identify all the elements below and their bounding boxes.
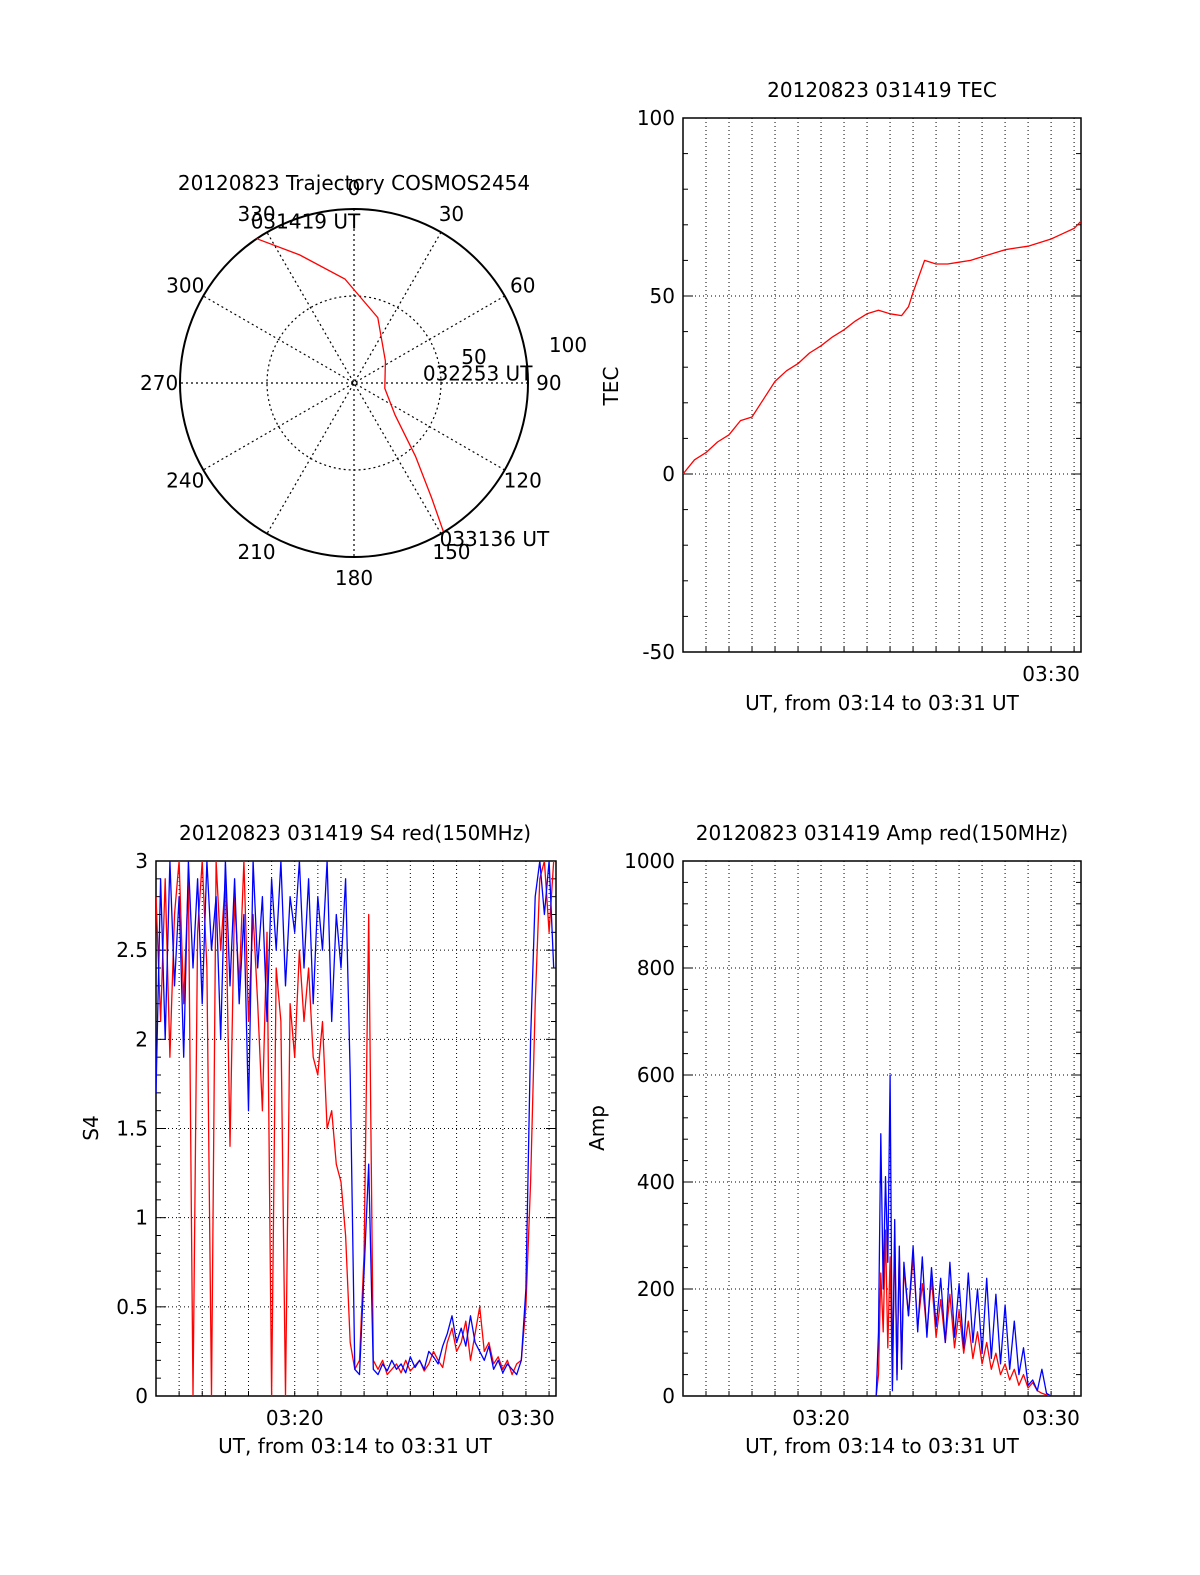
polar-angle-label: 120 (504, 468, 542, 492)
tec-ytick-label: -50 (642, 640, 675, 664)
polar-grid (179, 208, 529, 558)
s4-panel: 20120823 031419 S4 red(150MHz) UT, from … (79, 821, 557, 1458)
s4-ytick-label: 2 (135, 1027, 148, 1051)
polar-spoke (266, 232, 442, 534)
amp-xtick-label: 03:20 (792, 1406, 850, 1430)
s4-ylabel: S4 (79, 1115, 103, 1140)
tec-ylabel: TEC (599, 367, 623, 407)
polar-time-annotation: 031419 UT (251, 210, 361, 234)
amp-ylabel: Amp (585, 1105, 609, 1151)
polar-angle-label: 300 (166, 274, 204, 298)
s4-series-group (156, 861, 555, 1396)
polar-angle-label: 60 (510, 274, 535, 298)
polar-trajectory-panel: 20120823 Trajectory COSMOS2454 0 30 60 90 12… (140, 171, 587, 590)
amp-ytick-label: 0 (662, 1384, 675, 1408)
amp-series-line-2 (683, 1074, 1081, 1396)
s4-series-line-2 (156, 861, 555, 1376)
polar-time-annotation: 032253 UT (423, 361, 533, 385)
amp-panel: 20120823 031419 Amp red(150MHz) UT, from… (585, 821, 1082, 1458)
amp-ytick-label: 400 (637, 1170, 675, 1194)
polar-angle-label: 0 (348, 176, 361, 200)
polar-time-annotation: 033136 UT (440, 527, 550, 551)
s4-xlabel: UT, from 03:14 to 03:31 UT (218, 1434, 493, 1458)
polar-title: 20120823 Trajectory COSMOS2454 (178, 171, 530, 195)
amp-ytick-label: 1000 (624, 849, 675, 873)
amp-xlabel: UT, from 03:14 to 03:31 UT (745, 1434, 1020, 1458)
amp-title: 20120823 031419 Amp red(150MHz) (696, 821, 1068, 845)
tec-xtick-label: 03:30 (1022, 662, 1080, 686)
amp-series-group (683, 1074, 1081, 1396)
s4-ytick-label: 2.5 (116, 938, 148, 962)
polar-angle-label: 180 (335, 566, 373, 590)
polar-radius-label: 50 (461, 345, 486, 369)
s4-ytick-label: 0.5 (116, 1295, 148, 1319)
tec-series-line-1 (683, 220, 1081, 475)
tec-frame (682, 117, 1082, 653)
tec-panel: 20120823 031419 TEC UT, from 03:14 to 03… (599, 78, 1082, 715)
polar-angle-label: 240 (166, 468, 204, 492)
polar-radius-label: 100 (549, 333, 587, 357)
tec-ytick-label: 50 (650, 284, 675, 308)
amp-frame (682, 860, 1082, 1397)
amp-ytick-label: 800 (637, 956, 675, 980)
s4-ytick-label: 1.5 (116, 1117, 148, 1141)
amp-xtick-label: 03:30 (1022, 1406, 1080, 1430)
tec-ytick-label: 100 (637, 106, 675, 130)
tec-series-group (683, 220, 1081, 475)
polar-angle-label: 330 (237, 202, 275, 226)
polar-trajectory-line (256, 238, 445, 533)
polar-radius-labels: 50 100 (461, 333, 587, 369)
amp-ytick-label: 600 (637, 1063, 675, 1087)
s4-title: 20120823 031419 S4 red(150MHz) (179, 821, 531, 845)
polar-angle-label: 90 (536, 371, 561, 395)
s4-ytick-label: 3 (135, 849, 148, 873)
tec-xlabel: UT, from 03:14 to 03:31 UT (745, 691, 1020, 715)
s4-xtick-label: 03:30 (497, 1406, 555, 1430)
amp-ytick-label: 200 (637, 1277, 675, 1301)
polar-series (256, 238, 445, 533)
polar-angle-label: 150 (432, 540, 470, 564)
polar-angle-label: 210 (237, 540, 275, 564)
tec-ytick-label: 0 (662, 462, 675, 486)
polar-spoke (266, 232, 442, 534)
polar-angle-label: 30 (439, 202, 464, 226)
tec-title: 20120823 031419 TEC (767, 78, 997, 102)
polar-angle-labels: 0 30 60 90 120 150 180 210 240 270 300 330 (140, 176, 562, 590)
s4-xtick-label: 03:20 (266, 1406, 324, 1430)
s4-ytick-label: 0 (135, 1384, 148, 1408)
s4-ytick-label: 1 (135, 1206, 148, 1230)
polar-angle-label: 270 (140, 371, 178, 395)
polar-annotations: 031419 UT 032253 UT 033136 UT (251, 210, 550, 551)
